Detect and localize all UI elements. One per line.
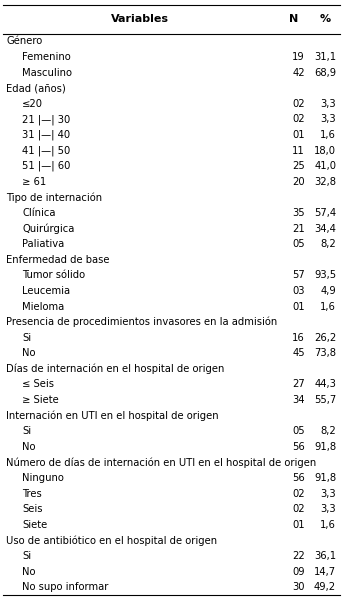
Text: 93,5: 93,5 bbox=[314, 270, 336, 280]
Text: %: % bbox=[319, 14, 331, 24]
Text: Clínica: Clínica bbox=[22, 208, 56, 218]
Text: Seis: Seis bbox=[22, 504, 43, 514]
Text: Siete: Siete bbox=[22, 520, 48, 530]
Text: 73,8: 73,8 bbox=[314, 349, 336, 358]
Text: No: No bbox=[22, 442, 36, 452]
Text: 41 |—| 50: 41 |—| 50 bbox=[22, 145, 71, 156]
Text: 68,9: 68,9 bbox=[314, 68, 336, 78]
Text: 1,6: 1,6 bbox=[320, 302, 336, 311]
Text: 01: 01 bbox=[292, 302, 305, 311]
Text: Paliativa: Paliativa bbox=[22, 239, 64, 249]
Text: No: No bbox=[22, 349, 36, 358]
Text: 56: 56 bbox=[292, 442, 305, 452]
Text: Variables: Variables bbox=[111, 14, 169, 24]
Text: 57,4: 57,4 bbox=[314, 208, 336, 218]
Text: ≥ 61: ≥ 61 bbox=[22, 177, 47, 187]
Text: 1,6: 1,6 bbox=[320, 520, 336, 530]
Text: Mieloma: Mieloma bbox=[22, 302, 64, 311]
Text: Tres: Tres bbox=[22, 489, 42, 499]
Text: Internación en UTI en el hospital de origen: Internación en UTI en el hospital de ori… bbox=[6, 410, 219, 421]
Text: Género: Género bbox=[6, 37, 43, 46]
Text: Edad (años): Edad (años) bbox=[6, 83, 66, 93]
Text: 01: 01 bbox=[292, 520, 305, 530]
Text: 02: 02 bbox=[292, 114, 305, 124]
Text: 26,2: 26,2 bbox=[314, 333, 336, 343]
Text: 34,4: 34,4 bbox=[314, 224, 336, 234]
Text: 3,3: 3,3 bbox=[320, 99, 336, 109]
Text: 11: 11 bbox=[292, 145, 305, 156]
Text: 41,0: 41,0 bbox=[314, 161, 336, 171]
Text: 02: 02 bbox=[292, 99, 305, 109]
Text: 8,2: 8,2 bbox=[320, 426, 336, 436]
Text: 27: 27 bbox=[292, 379, 305, 389]
Text: 30: 30 bbox=[292, 582, 305, 592]
Text: 18,0: 18,0 bbox=[314, 145, 336, 156]
Text: 91,8: 91,8 bbox=[314, 442, 336, 452]
Text: 36,1: 36,1 bbox=[314, 551, 336, 561]
Text: 3,3: 3,3 bbox=[320, 489, 336, 499]
Text: N: N bbox=[289, 14, 298, 24]
Text: 34: 34 bbox=[292, 395, 305, 405]
Text: Días de internación en el hospital de origen: Días de internación en el hospital de or… bbox=[6, 364, 225, 374]
Text: 35: 35 bbox=[292, 208, 305, 218]
Text: 01: 01 bbox=[292, 130, 305, 140]
Text: Ninguno: Ninguno bbox=[22, 473, 64, 483]
Text: Número de días de internación en UTI en el hospital de origen: Número de días de internación en UTI en … bbox=[6, 457, 317, 468]
Text: 25: 25 bbox=[292, 161, 305, 171]
Text: Si: Si bbox=[22, 551, 32, 561]
Text: 21: 21 bbox=[292, 224, 305, 234]
Text: 1,6: 1,6 bbox=[320, 130, 336, 140]
Text: No supo informar: No supo informar bbox=[22, 582, 109, 592]
Text: Masculino: Masculino bbox=[22, 68, 72, 78]
Text: Tipo de internación: Tipo de internación bbox=[6, 192, 102, 203]
Text: 4,9: 4,9 bbox=[320, 286, 336, 296]
Text: 16: 16 bbox=[292, 333, 305, 343]
Text: Presencia de procedimientos invasores en la admisión: Presencia de procedimientos invasores en… bbox=[6, 317, 277, 328]
Text: 51 |—| 60: 51 |—| 60 bbox=[22, 161, 71, 171]
Text: 19: 19 bbox=[292, 52, 305, 62]
Text: 20: 20 bbox=[292, 177, 305, 187]
Text: 42: 42 bbox=[292, 68, 305, 78]
Text: 56: 56 bbox=[292, 473, 305, 483]
Text: 03: 03 bbox=[292, 286, 305, 296]
Text: 21 |—| 30: 21 |—| 30 bbox=[22, 114, 71, 124]
Text: 8,2: 8,2 bbox=[320, 239, 336, 249]
Text: 05: 05 bbox=[292, 426, 305, 436]
Text: Leucemia: Leucemia bbox=[22, 286, 70, 296]
Text: Si: Si bbox=[22, 333, 32, 343]
Text: Femenino: Femenino bbox=[22, 52, 71, 62]
Text: 09: 09 bbox=[292, 567, 305, 576]
Text: 91,8: 91,8 bbox=[314, 473, 336, 483]
Text: Uso de antibiótico en el hospital de origen: Uso de antibiótico en el hospital de ori… bbox=[6, 535, 217, 546]
Text: 05: 05 bbox=[292, 239, 305, 249]
Text: Quirúrgica: Quirúrgica bbox=[22, 224, 75, 234]
Text: No: No bbox=[22, 567, 36, 576]
Text: 49,2: 49,2 bbox=[314, 582, 336, 592]
Text: Si: Si bbox=[22, 426, 32, 436]
Text: 02: 02 bbox=[292, 489, 305, 499]
Text: ≥ Siete: ≥ Siete bbox=[22, 395, 59, 405]
Text: 45: 45 bbox=[292, 349, 305, 358]
Text: 44,3: 44,3 bbox=[314, 379, 336, 389]
Text: 02: 02 bbox=[292, 504, 305, 514]
Text: ≤ Seis: ≤ Seis bbox=[22, 379, 54, 389]
Text: 57: 57 bbox=[292, 270, 305, 280]
Text: 31 |—| 40: 31 |—| 40 bbox=[22, 130, 70, 140]
Text: 3,3: 3,3 bbox=[320, 114, 336, 124]
Text: Tumor sólido: Tumor sólido bbox=[22, 270, 85, 280]
Text: ≤20: ≤20 bbox=[22, 99, 43, 109]
Text: 31,1: 31,1 bbox=[314, 52, 336, 62]
Text: 22: 22 bbox=[292, 551, 305, 561]
Text: 32,8: 32,8 bbox=[314, 177, 336, 187]
Text: Enfermedad de base: Enfermedad de base bbox=[6, 255, 110, 265]
Text: 14,7: 14,7 bbox=[314, 567, 336, 576]
Text: 55,7: 55,7 bbox=[314, 395, 336, 405]
Text: 3,3: 3,3 bbox=[320, 504, 336, 514]
